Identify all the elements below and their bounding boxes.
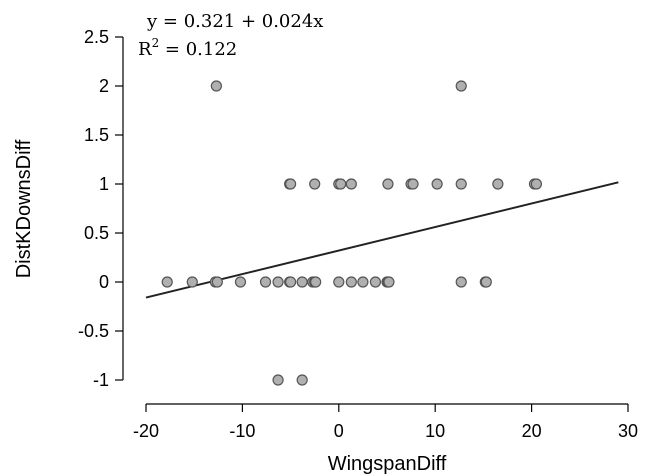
y-tick-label: 2.5 xyxy=(84,27,109,47)
data-point xyxy=(357,276,369,288)
data-point xyxy=(455,80,467,92)
x-axis-label: WingspanDiff xyxy=(328,453,447,475)
r-squared-sup: 2 xyxy=(152,36,160,50)
x-tick-label: -10 xyxy=(229,421,255,441)
data-point xyxy=(345,276,357,288)
x-tick-label: 0 xyxy=(334,421,344,441)
data-point xyxy=(530,178,543,190)
x-tick-label: 30 xyxy=(618,421,638,441)
data-point xyxy=(310,276,322,288)
r-squared-r: R xyxy=(138,39,152,60)
data-point xyxy=(309,178,321,190)
regression-line xyxy=(145,181,619,299)
data-point xyxy=(407,178,419,190)
data-point xyxy=(369,276,382,288)
data-point xyxy=(492,178,504,190)
x-tick-label: -20 xyxy=(133,421,159,441)
x-axis: -20 -10 0 10 20 30 xyxy=(133,403,638,441)
x-tick-label: 20 xyxy=(522,421,542,441)
equation-label: y = 0.321 + 0.024x xyxy=(146,11,323,32)
data-point xyxy=(431,178,443,190)
y-tick-label: 1.5 xyxy=(84,125,109,145)
data-point xyxy=(480,276,492,288)
y-tick-label: 1 xyxy=(99,174,109,194)
x-tick-label: 10 xyxy=(425,421,445,441)
y-tick-label: -0.5 xyxy=(78,321,109,341)
data-point xyxy=(285,276,297,288)
regression-line-group xyxy=(145,181,619,299)
y-axis: -1 -0.5 0 0.5 1 1.5 2 2.5 xyxy=(78,27,124,390)
data-point xyxy=(210,80,222,92)
data-point xyxy=(161,276,173,288)
data-point xyxy=(296,276,308,288)
y-tick-label: 2 xyxy=(99,76,109,96)
data-point xyxy=(345,178,357,190)
data-point xyxy=(285,178,297,190)
y-tick-label: 0 xyxy=(99,272,109,292)
y-tick-label: 0.5 xyxy=(84,223,109,243)
data-point xyxy=(272,374,284,386)
y-axis-label: DistKDownsDiff xyxy=(13,139,35,278)
data-point xyxy=(455,178,467,190)
data-point xyxy=(335,178,347,190)
y-tick-label: -1 xyxy=(93,370,109,390)
data-point xyxy=(333,276,345,288)
data-point xyxy=(234,276,247,288)
data-point xyxy=(296,374,308,386)
data-point xyxy=(186,276,198,288)
data-point xyxy=(382,178,394,190)
data-point xyxy=(211,276,223,288)
data-point xyxy=(383,276,395,288)
data-points xyxy=(161,80,543,386)
data-point xyxy=(259,276,272,288)
data-point xyxy=(272,276,284,288)
r-squared-label: R2 = 0.122 xyxy=(138,36,237,60)
data-point xyxy=(455,276,467,288)
r-squared-value: = 0.122 xyxy=(159,39,237,60)
